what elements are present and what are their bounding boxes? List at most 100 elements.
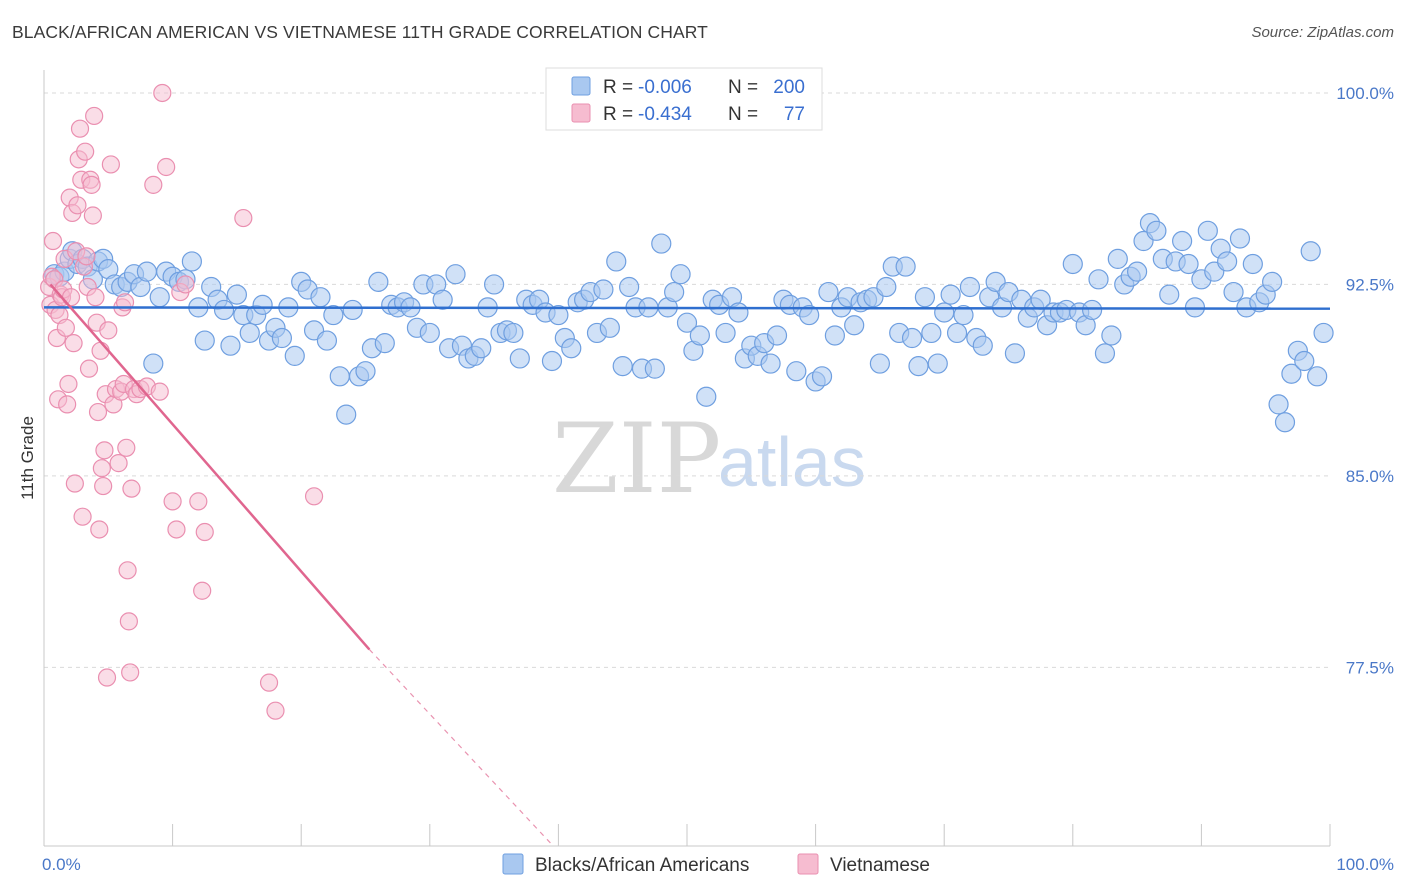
point-blacks-164 [1081,299,1103,321]
point-blacks-45 [316,330,338,351]
point-blacks-123 [818,281,839,303]
point-blacks-51 [355,361,376,382]
point-vietnamese-39 [90,520,109,539]
point-blacks-69 [471,338,492,359]
point-blacks-138 [914,287,936,308]
gridlines [44,92,1330,668]
point-blacks-75 [509,348,530,369]
stats-legend-r-label-1: R = [603,77,633,98]
point-vietnamese-47 [101,155,120,174]
point-vietnamese-65 [150,382,169,401]
point-vietnamese-43 [95,441,114,460]
point-vietnamese-29 [77,247,96,266]
trend-lines [43,283,1331,847]
y-tick-label-0: 77.5% [1346,658,1394,677]
point-blacks-139 [921,322,942,344]
point-vietnamese-40 [91,341,110,360]
y-axis-label: 11th Grade [18,416,37,500]
point-blacks-18 [143,353,164,374]
point-blacks-63 [432,289,453,310]
point-blacks-19 [149,287,170,308]
point-blacks-31 [226,284,247,305]
point-blacks-81 [548,304,569,326]
point-vietnamese-42 [94,476,113,496]
point-vietnamese-13 [56,318,75,337]
point-blacks-47 [329,366,350,387]
point-blacks-141 [934,302,955,323]
y-tick-label-1: 85.0% [1346,467,1394,486]
point-blacks-200 [1313,322,1334,344]
point-vietnamese-56 [118,561,137,580]
point-vietnamese-75 [234,208,253,228]
point-blacks-135 [895,256,916,277]
point-blacks-140 [927,353,948,374]
series-legend-swatch-pink [797,853,819,875]
point-blacks-92 [619,276,640,298]
point-blacks-145 [959,276,981,298]
chart-title: BLACK/AFRICAN AMERICAN VS VIETNAMESE 11T… [12,22,708,42]
point-vietnamese-72 [189,492,208,511]
point-vietnamese-19 [64,334,83,353]
point-vietnamese-28 [76,142,95,161]
x-tick-label-max: 100.0% [1336,855,1394,874]
point-vietnamese-36 [86,288,105,307]
point-blacks-144 [953,304,974,326]
point-blacks-137 [908,356,929,377]
point-blacks-120 [799,304,820,326]
stats-legend-box [545,67,823,131]
point-blacks-35 [252,294,273,315]
point-blacks-97 [651,233,672,254]
point-blacks-127 [844,315,865,336]
point-blacks-195 [1281,363,1302,384]
point-blacks-185 [1217,251,1238,272]
point-vietnamese-67 [157,157,176,177]
point-vietnamese-33 [82,175,101,194]
trend-line-blacks [43,306,1331,310]
point-blacks-65 [445,264,466,285]
point-blacks-179 [1178,253,1199,275]
point-blacks-61 [419,322,440,344]
point-blacks-90 [606,251,627,272]
point-blacks-142 [940,284,961,305]
point-blacks-91 [612,356,633,377]
watermark: ZIP atlas [552,403,866,515]
point-blacks-29 [213,299,235,321]
point-vietnamese-50 [109,454,128,473]
point-blacks-54 [374,333,395,354]
point-blacks-167 [1101,325,1122,346]
x-tick-label-min: 0.0% [42,855,81,874]
point-vietnamese-31 [79,359,99,378]
point-vietnamese-74 [195,522,214,542]
point-blacks-83 [561,338,582,359]
point-blacks-165 [1088,269,1109,290]
point-vietnamese-59 [122,479,141,498]
point-blacks-143 [946,322,968,344]
point-vietnamese-71 [176,275,195,294]
point-blacks-171 [1126,261,1148,282]
point-blacks-74 [503,322,524,344]
point-vietnamese-64 [144,175,163,194]
point-vietnamese-24 [70,119,90,138]
point-vietnamese-57 [119,612,138,631]
point-blacks-189 [1242,253,1263,275]
point-vietnamese-38 [88,402,108,422]
stats-legend-r-value-2: -0.434 [638,104,692,125]
point-blacks-182 [1197,220,1218,241]
watermark-zip: ZIP [552,403,721,515]
point-vietnamese-26 [73,507,92,526]
point-blacks-30 [220,335,241,356]
point-blacks-33 [239,322,260,344]
point-blacks-136 [901,327,923,349]
point-blacks-38 [271,327,293,349]
point-blacks-194 [1274,412,1296,433]
stats-legend-r-label-2: R = [603,104,633,125]
point-vietnamese-73 [193,581,212,600]
point-blacks-166 [1094,343,1116,364]
point-blacks-147 [972,335,993,356]
series-legend-label-pink: Vietnamese [830,855,930,876]
point-vietnamese-58 [121,663,140,682]
point-blacks-118 [786,361,807,382]
point-vietnamese-45 [97,668,117,687]
series-blacks-points [44,213,1334,433]
point-blacks-193 [1268,394,1289,415]
